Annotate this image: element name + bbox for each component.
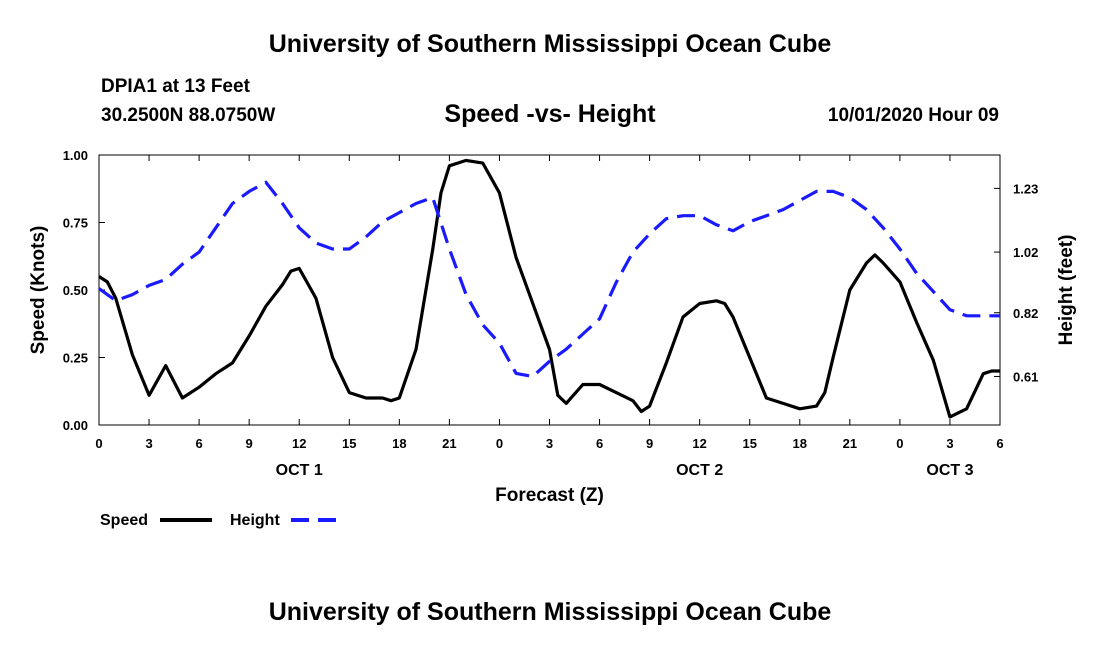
x-tick-label: 0 — [896, 436, 903, 451]
day-label: OCT 3 — [926, 462, 973, 479]
x-tick-label: 12 — [292, 436, 306, 451]
y2-tick-label: 1.02 — [1013, 245, 1038, 260]
y-tick-label: 0.25 — [63, 351, 88, 366]
series-line-speed — [98, 158, 1000, 419]
x-tick-label: 15 — [342, 436, 356, 451]
y-tick-label: 1.00 — [63, 148, 88, 163]
y-tick-label: 0.75 — [63, 216, 88, 231]
x-tick-label: 0 — [496, 436, 503, 451]
header-title: University of Southern Mississippi Ocean… — [268, 30, 832, 58]
y2-tick-label: 0.82 — [1013, 306, 1038, 321]
series-line-height — [98, 180, 1000, 379]
x-tick-label: 3 — [145, 436, 152, 451]
y2-axis-title: Height (feet) — [1056, 235, 1077, 346]
x-tick-label: 6 — [195, 436, 202, 451]
x-tick-label: 15 — [742, 436, 756, 451]
plot-frame — [98, 154, 1001, 426]
y-tick-label: 0.00 — [63, 418, 88, 433]
y-axis-title: Speed (Knots) — [28, 226, 49, 355]
day-label: OCT 1 — [276, 462, 323, 479]
x-tick-label: 12 — [692, 436, 706, 451]
x-tick-label: 18 — [392, 436, 406, 451]
coords-label: 30.2500N 88.0750W — [101, 105, 276, 126]
x-axis-title: Forecast (Z) — [495, 485, 604, 506]
station-label: DPIA1 at 13 Feet — [101, 76, 250, 97]
legend-speed-label: Speed — [100, 512, 148, 529]
y2-tick-label: 1.23 — [1013, 181, 1038, 196]
x-tick-label: 9 — [246, 436, 253, 451]
x-tick-label: 18 — [793, 436, 807, 451]
footer-title: University of Southern Mississippi Ocean… — [268, 598, 832, 626]
y2-tick-label: 0.61 — [1013, 369, 1038, 384]
chart-title: Speed -vs- Height — [444, 100, 656, 128]
y-tick-label: 0.50 — [63, 283, 88, 298]
legend-height-label: Height — [230, 512, 280, 529]
datetime-label: 10/01/2020 Hour 09 — [827, 105, 999, 126]
x-tick-label: 21 — [442, 436, 456, 451]
x-tick-label: 21 — [843, 436, 857, 451]
x-tick-label: 6 — [996, 436, 1003, 451]
x-tick-label: 0 — [95, 436, 102, 451]
x-tick-label: 3 — [546, 436, 553, 451]
x-tick-label: 3 — [946, 436, 953, 451]
x-tick-label: 9 — [646, 436, 653, 451]
x-tick-label: 6 — [596, 436, 603, 451]
day-label: OCT 2 — [676, 462, 723, 479]
